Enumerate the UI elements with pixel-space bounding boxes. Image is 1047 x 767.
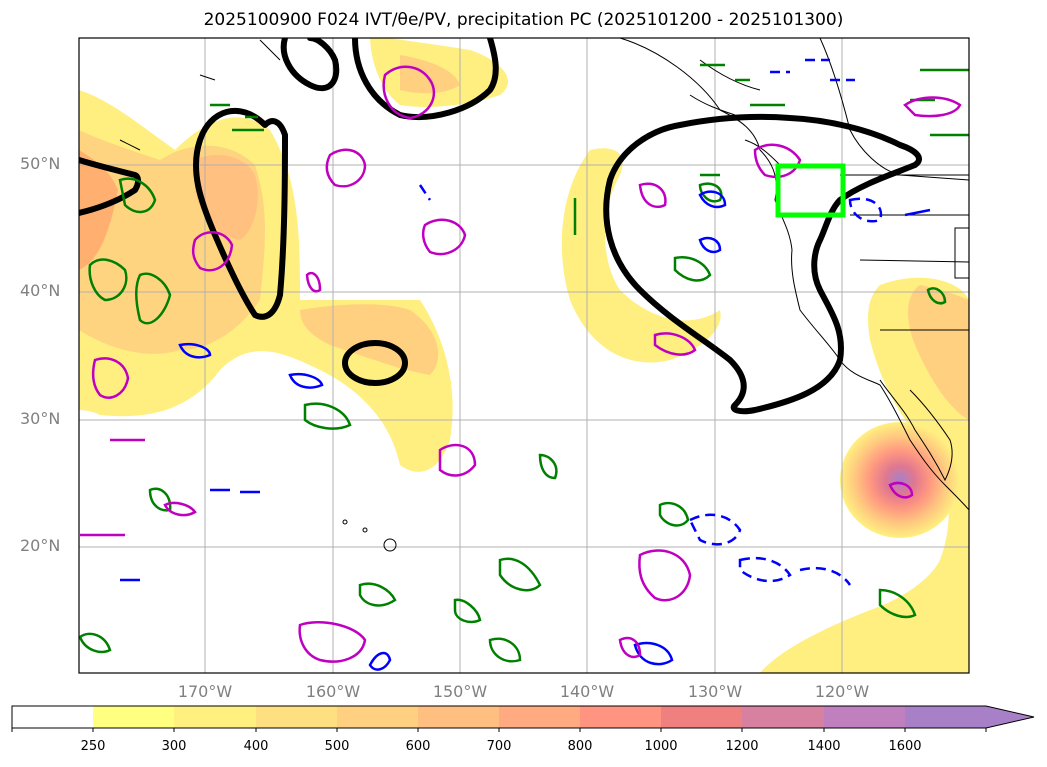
green-contours: [79, 63, 969, 663]
lat-label-50n: 50°N: [20, 154, 61, 173]
colorbar-label-1200: 1200: [725, 739, 759, 754]
blue-contours: [120, 58, 931, 671]
colorbar-bin-6: [499, 706, 580, 728]
lat-label-30n: 30°N: [20, 409, 61, 428]
colorbar-label-1400: 1400: [807, 739, 841, 754]
colorbar-label-700: 700: [486, 739, 512, 754]
lon-label-130w: 130°W: [687, 682, 743, 701]
ivt-shading: [79, 38, 969, 673]
map-title: 2025100900 F024 IVT/θe/PV, precipitation…: [203, 10, 844, 30]
colorbar-bin-10: [824, 706, 905, 728]
colorbar-label-1000: 1000: [644, 739, 678, 754]
colorbar: [11, 705, 1035, 732]
colorbar-label-300: 300: [161, 739, 187, 754]
colorbar-bin-8: [661, 706, 742, 728]
thick-black-contours: [79, 38, 922, 415]
colorbar-outline: [11, 705, 1035, 729]
lon-label-120w: 120°W: [814, 682, 870, 701]
magenta-pv-contours: [80, 65, 962, 663]
colorbar-bin-2: [174, 706, 256, 728]
lon-label-140w: 140°W: [559, 682, 615, 701]
colorbar-bin-0: [12, 706, 93, 728]
colorbar-label-250: 250: [80, 739, 106, 754]
map-border: [78, 37, 970, 674]
lon-label-160w: 160°W: [305, 682, 361, 701]
lon-label-170w: 170°W: [177, 682, 233, 701]
colorbar-label-800: 800: [567, 739, 593, 754]
map-panel: [79, 38, 969, 673]
colorbar-ticks: [11, 728, 987, 732]
colorbar-bin-4: [337, 706, 418, 728]
colorbar-label-400: 400: [243, 739, 269, 754]
colorbar-bin-7: [580, 706, 661, 728]
focus-region-box: [775, 163, 846, 218]
colorbar-label-1600: 1600: [888, 739, 922, 754]
colorbar-bin-3: [256, 706, 337, 728]
colorbar-extend-arrow: [986, 706, 1034, 728]
colorbar-bin-1: [93, 706, 174, 728]
colorbar-label-600: 600: [405, 739, 431, 754]
colorbar-bin-11: [905, 706, 986, 728]
graticule: [79, 38, 969, 673]
lon-label-150w: 150°W: [432, 682, 488, 701]
lat-label-40n: 40°N: [20, 281, 61, 300]
colorbar-label-500: 500: [324, 739, 350, 754]
colorbar-bin-9: [742, 706, 824, 728]
lat-label-20n: 20°N: [20, 536, 61, 555]
colorbar-bin-5: [418, 706, 499, 728]
